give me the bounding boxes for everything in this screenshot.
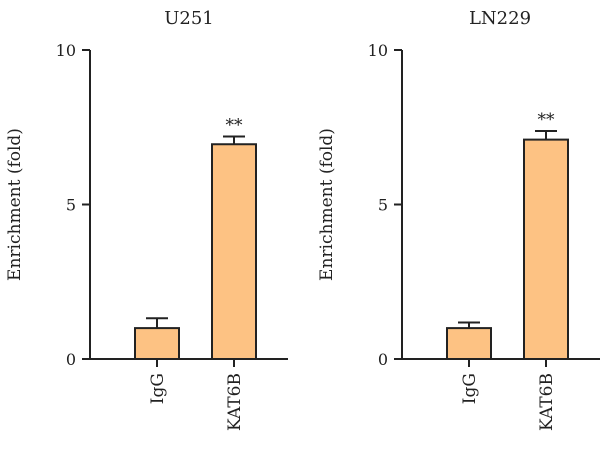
y-tick-label: 0: [66, 350, 76, 369]
y-tick-label: 10: [368, 41, 388, 60]
significance-marker: **: [226, 116, 244, 136]
category-label: IgG: [460, 373, 480, 404]
y-tick-label: 0: [378, 350, 388, 369]
chart-title: LN229: [469, 8, 531, 29]
category-label: IgG: [148, 373, 168, 404]
y-axis-label: Enrichment (fold): [317, 128, 337, 281]
chart-panel-u251: U251 0 5 10 Enrichment (fold) IgG KAT6B **: [5, 8, 288, 431]
bar-kat6b: [211, 143, 257, 360]
category-label: KAT6B: [537, 373, 557, 431]
y-tick-label: 5: [66, 196, 76, 215]
significance-marker: **: [538, 110, 556, 130]
bar-igg: [134, 327, 180, 361]
y-tick-label: 5: [378, 196, 388, 215]
y-axis-label: Enrichment (fold): [5, 128, 25, 281]
bar-igg: [446, 327, 492, 361]
chart-title: U251: [164, 8, 214, 29]
y-tick-label: 10: [56, 41, 76, 60]
chart-panel-ln229: LN229 0 5 10 Enrichment (fold) IgG KAT6B **: [317, 8, 600, 431]
bar-kat6b: [523, 138, 569, 360]
category-label: KAT6B: [225, 373, 245, 431]
